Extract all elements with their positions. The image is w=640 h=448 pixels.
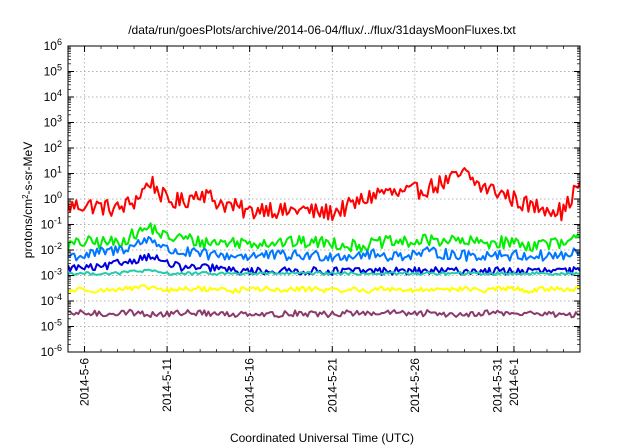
y-tick-base: 10	[44, 39, 58, 53]
y-axis: 10-610-510-410-310-210-11001011021031041…	[41, 37, 580, 359]
y-axis-label-sup: 2	[21, 194, 30, 199]
y-tick-exponent: 6	[57, 37, 62, 47]
series-line-4	[68, 268, 580, 276]
y-tick-base: 10	[44, 116, 58, 130]
series-line-6	[68, 308, 580, 319]
x-axis-label: Coordinated Universal Time (UTC)	[230, 431, 414, 445]
y-tick-base: 10	[44, 65, 58, 79]
x-axis: 2014-5-6 2014-5-11 2014-5-16 2014-5-21 2014-…	[78, 46, 564, 413]
y-tick-label: 106	[44, 37, 62, 53]
y-tick-label: 105	[44, 63, 62, 79]
y-tick-exponent: -2	[54, 241, 62, 251]
series-line-5	[68, 284, 580, 294]
y-tick-base: 10	[41, 243, 55, 257]
x-tick-label: 2014-6-1	[507, 358, 521, 406]
y-tick-exponent: -5	[54, 318, 62, 328]
y-tick-exponent: -6	[54, 343, 62, 353]
series-line-1	[68, 222, 580, 253]
grid-lines	[68, 46, 580, 352]
series-layer	[68, 167, 580, 319]
y-tick-base: 10	[44, 141, 58, 155]
chart-title: /data/run/goesPlots/archive/2014-06-04/f…	[128, 23, 516, 37]
y-axis-label-tail: -s-sr-MeV	[21, 142, 35, 195]
y-tick-exponent: -1	[54, 216, 62, 226]
x-tick-label: 2014-5-6	[78, 358, 92, 406]
y-axis-label-main: protons/cm	[21, 199, 35, 258]
y-tick-exponent: -3	[54, 267, 62, 277]
y-tick-label: 104	[44, 88, 62, 104]
y-tick-base: 10	[41, 345, 55, 359]
y-tick-base: 10	[41, 294, 55, 308]
y-tick-label: 10-3	[41, 267, 62, 283]
y-tick-label: 10-6	[41, 343, 62, 359]
y-tick-label: 10-2	[41, 241, 62, 257]
y-tick-exponent: 3	[57, 114, 62, 124]
y-tick-base: 10	[41, 320, 55, 334]
y-tick-exponent: 1	[57, 165, 62, 175]
y-tick-label: 10-4	[41, 292, 62, 308]
y-tick-label: 101	[44, 165, 62, 181]
x-tick-label: 2014-5-16	[243, 358, 257, 413]
y-tick-label: 100	[44, 190, 62, 206]
series-group	[68, 167, 580, 319]
y-tick-exponent: 4	[57, 88, 62, 98]
x-tick-label: 2014-5-11	[160, 358, 174, 412]
y-tick-label: 10-5	[41, 318, 62, 334]
series-line-3	[68, 252, 580, 276]
series-line-0	[68, 167, 580, 222]
y-tick-exponent: -4	[54, 292, 62, 302]
x-tick-label: 2014-5-26	[408, 358, 422, 413]
y-tick-label: 102	[44, 139, 62, 155]
x-tick-label: 2014-5-21	[325, 358, 339, 413]
y-tick-base: 10	[44, 192, 58, 206]
y-tick-exponent: 0	[57, 190, 62, 200]
y-tick-base: 10	[44, 167, 58, 181]
y-tick-base: 10	[41, 269, 55, 283]
y-tick-base: 10	[44, 90, 58, 104]
y-tick-label: 103	[44, 114, 62, 130]
y-tick-base: 10	[41, 218, 55, 232]
y-tick-exponent: 5	[57, 63, 62, 73]
y-tick-exponent: 2	[57, 139, 62, 149]
y-tick-label: 10-1	[41, 216, 62, 232]
y-axis-label: protons/cm2-s-sr-MeV	[21, 142, 36, 258]
series-line-2	[68, 236, 580, 262]
x-tick-label: 2014-5-31	[490, 358, 504, 413]
